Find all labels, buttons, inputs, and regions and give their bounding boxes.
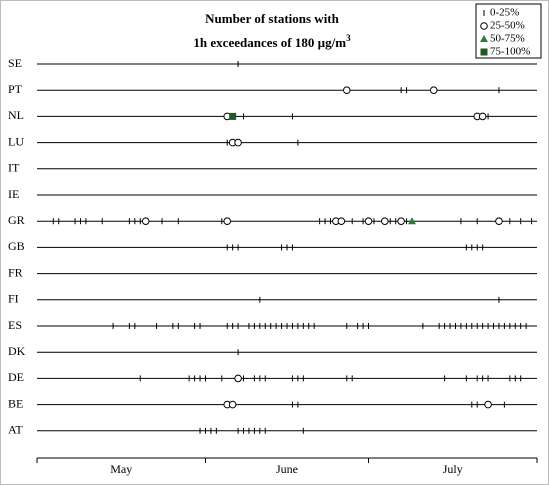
y-tick-label: ES	[8, 318, 22, 332]
y-tick-label: FI	[8, 292, 19, 306]
legend-label: 75-100%	[490, 46, 530, 58]
subtitle-text: 1h exceedances of 180 µg/m	[193, 35, 346, 50]
subtitle-sup: 3	[346, 33, 351, 43]
y-tick-label: DK	[8, 344, 26, 358]
circle-mark	[429, 86, 438, 94]
x-tick-label: July	[443, 462, 463, 476]
y-tick-label: GR	[8, 213, 25, 227]
y-tick-label: NL	[8, 108, 24, 122]
x-tick-label: June	[276, 462, 298, 476]
y-tick-label: PT	[8, 82, 23, 96]
chart-title: Number of stations with	[205, 11, 340, 26]
y-tick-label: IT	[8, 161, 20, 175]
circle-mark	[484, 400, 492, 409]
circle-mark	[234, 138, 242, 147]
legend-label: 25-50%	[490, 20, 525, 32]
circle-mark	[495, 217, 503, 225]
y-tick-label: AT	[8, 423, 23, 437]
square-mark	[229, 112, 237, 120]
y-tick-label: SE	[8, 56, 22, 70]
circle-mark	[364, 217, 373, 225]
legend-label: 50-75%	[490, 33, 525, 45]
y-tick-label: BE	[8, 396, 23, 410]
triangle-mark	[480, 35, 488, 42]
y-tick-label: DE	[8, 370, 24, 384]
circle-mark	[397, 217, 405, 225]
circle-mark	[337, 217, 346, 225]
square-mark	[480, 48, 488, 56]
circle-mark	[342, 86, 351, 94]
circle-mark	[228, 400, 237, 409]
chart-subtitle: 1h exceedances of 180 µg/m3	[193, 33, 351, 50]
circle-mark	[480, 22, 488, 30]
triangle-mark	[408, 217, 416, 225]
circle-mark	[223, 217, 232, 225]
y-tick-label: FR	[8, 265, 23, 279]
y-tick-label: LU	[8, 134, 24, 148]
circle-mark	[141, 217, 150, 225]
circle-mark	[478, 112, 487, 121]
legend-label: 0-25%	[490, 7, 519, 19]
circle-mark	[234, 374, 242, 383]
x-tick-label: May	[110, 462, 132, 476]
y-tick-label: GB	[8, 239, 25, 253]
circle-mark	[381, 217, 389, 225]
y-tick-label: IE	[8, 187, 19, 201]
